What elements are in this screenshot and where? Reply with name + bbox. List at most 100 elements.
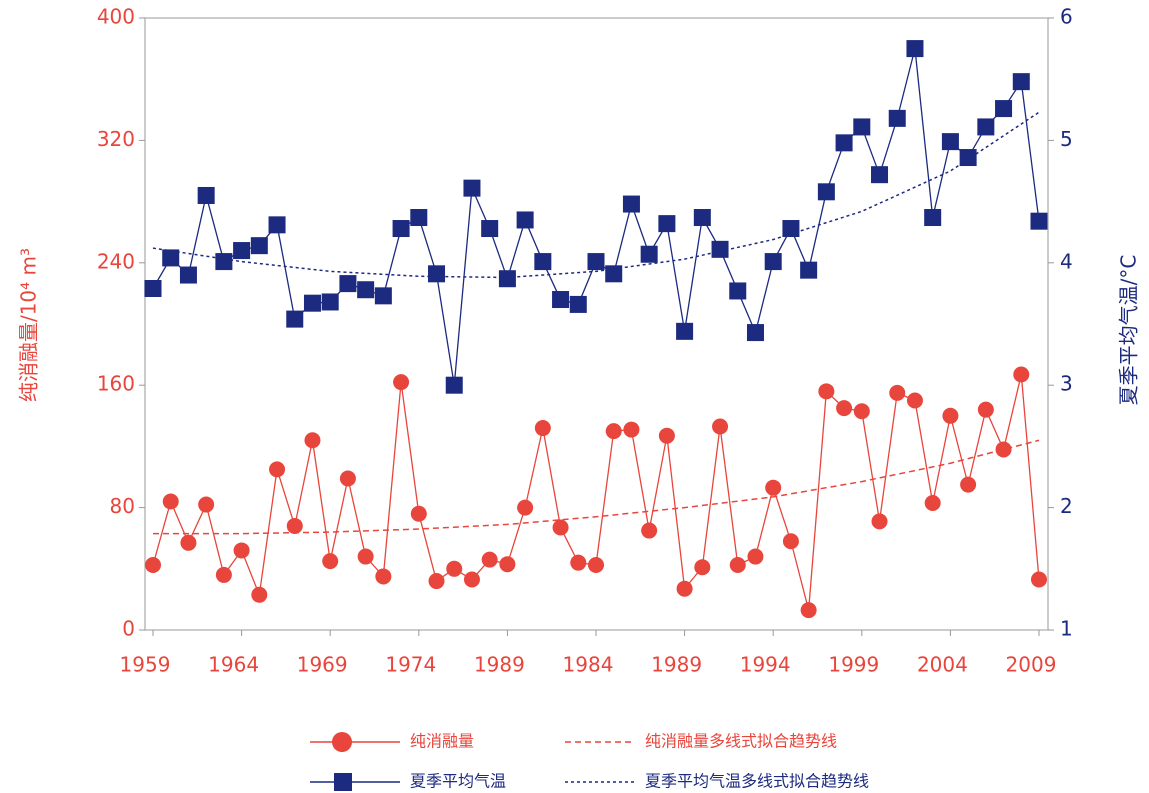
legend-label: 纯消融量 — [410, 732, 474, 751]
point — [800, 602, 817, 619]
x-tick-label: 1984 — [563, 653, 614, 677]
point — [321, 293, 339, 311]
point — [1031, 571, 1047, 588]
point — [906, 392, 923, 409]
point — [871, 166, 889, 184]
point — [570, 554, 587, 571]
y-tick-label: 0 — [122, 617, 135, 641]
y2-tick-label: 2 — [1060, 494, 1073, 518]
point — [764, 253, 782, 271]
point — [729, 282, 747, 300]
y-tick-label: 160 — [97, 372, 135, 396]
point — [906, 40, 924, 58]
y2-axis-label: 夏季平均气温/°C — [1117, 255, 1141, 406]
point — [658, 427, 675, 444]
point — [622, 195, 640, 213]
point — [410, 505, 427, 522]
legend-marker — [332, 732, 352, 752]
point — [605, 423, 622, 440]
x-tick-label: 1964 — [208, 653, 259, 677]
point — [410, 209, 428, 227]
point — [658, 215, 676, 233]
x-tick-label: 1969 — [297, 653, 348, 677]
legend-label: 纯消融量多线式拟合趋势线 — [645, 732, 837, 751]
point — [712, 418, 729, 435]
point — [942, 407, 959, 424]
trend-line — [153, 439, 1040, 535]
point — [640, 245, 658, 263]
point — [747, 548, 764, 565]
series-line — [152, 48, 1040, 386]
point — [322, 553, 339, 570]
point — [357, 548, 374, 565]
point — [516, 211, 534, 229]
point — [587, 253, 605, 271]
point — [463, 571, 480, 588]
point — [251, 586, 268, 603]
y2-tick-label: 4 — [1060, 249, 1073, 273]
point — [977, 401, 994, 418]
point — [960, 476, 977, 493]
point — [215, 566, 232, 583]
legend-marker — [334, 773, 352, 791]
point — [428, 265, 446, 283]
point — [517, 499, 534, 516]
point — [286, 517, 303, 534]
point — [286, 310, 304, 328]
point — [569, 295, 587, 313]
point — [817, 183, 835, 201]
point — [836, 400, 853, 417]
point — [835, 134, 853, 152]
point — [676, 580, 693, 597]
point — [871, 513, 888, 530]
point — [552, 291, 570, 309]
point — [375, 568, 392, 585]
x-tick-label: 2004 — [917, 653, 968, 677]
y-tick-label: 400 — [97, 5, 135, 29]
point — [145, 556, 161, 573]
point — [729, 556, 746, 573]
point — [534, 420, 551, 437]
point — [269, 461, 286, 478]
point — [888, 109, 906, 127]
point — [179, 266, 197, 284]
point — [499, 556, 516, 573]
y-axis-label: 纯消融量/10⁴ m³ — [17, 248, 41, 402]
point — [198, 496, 215, 513]
plot-frame — [144, 17, 1049, 631]
point — [995, 441, 1012, 458]
point — [1013, 366, 1030, 383]
point — [268, 216, 286, 234]
point — [765, 479, 782, 496]
point — [641, 522, 658, 539]
point — [339, 470, 356, 487]
point — [250, 237, 268, 255]
x-tick-label: 1999 — [828, 653, 879, 677]
point — [959, 149, 977, 167]
point — [481, 220, 499, 238]
point — [693, 209, 711, 227]
point — [853, 118, 871, 136]
point — [481, 551, 498, 568]
point — [162, 249, 180, 267]
trend-line — [152, 111, 1040, 279]
point — [303, 294, 321, 312]
point — [180, 534, 197, 551]
point — [498, 270, 516, 288]
x-tick-label: 1989 — [474, 653, 525, 677]
point — [392, 220, 410, 238]
point — [941, 133, 959, 151]
point — [446, 560, 463, 577]
point — [552, 519, 569, 536]
point — [1030, 212, 1048, 230]
y-tick-label: 80 — [110, 494, 135, 518]
legend-label: 夏季平均气温 — [410, 772, 506, 791]
point — [977, 118, 995, 136]
point — [623, 421, 640, 438]
point — [818, 383, 835, 400]
point — [694, 559, 711, 576]
point — [746, 324, 764, 342]
point — [445, 376, 463, 394]
y2-tick-label: 5 — [1060, 127, 1073, 151]
point — [995, 100, 1013, 118]
